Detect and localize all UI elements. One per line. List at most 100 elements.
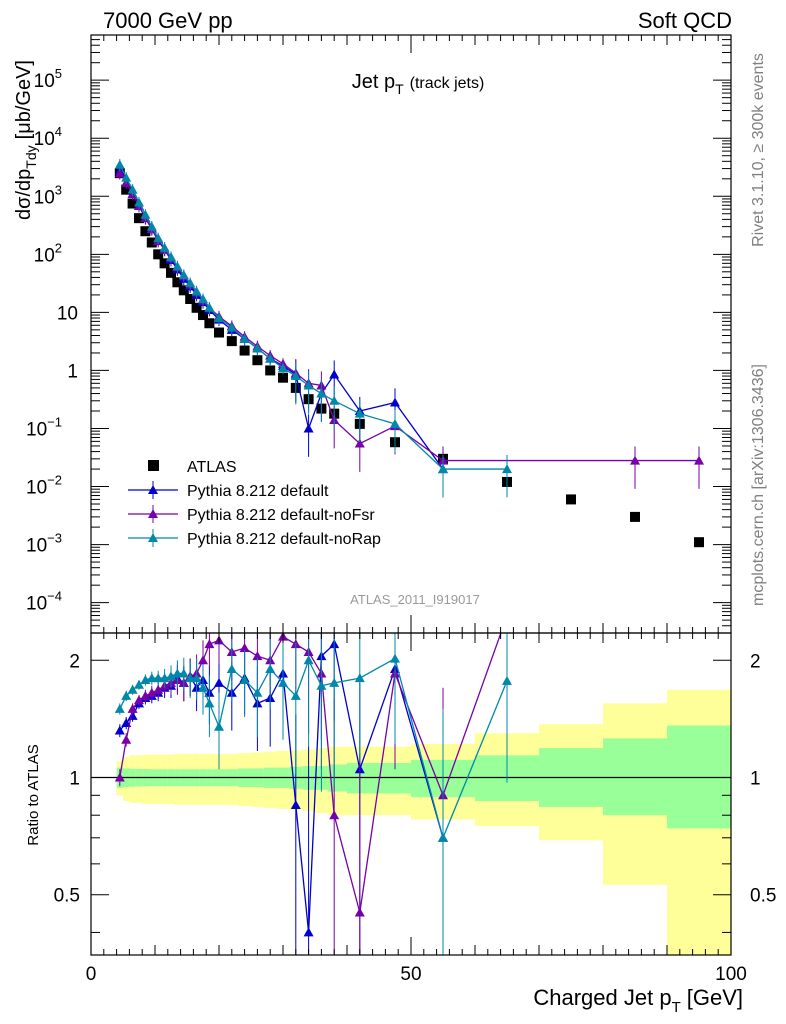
data-point [166,671,176,681]
data-point [166,251,176,261]
plot-title-note: (track jets) [410,75,485,92]
data-point [329,810,340,820]
data-point [303,927,314,937]
y-tick-label: 10−2 [26,473,62,499]
plot-title-main: Jet p [352,71,395,93]
legend-entry-1: Pythia 8.212 default [128,481,329,500]
data-point [316,388,327,398]
data-point [146,237,157,248]
legend-entry-2: Pythia 8.212 default-noFsr [128,505,375,524]
legend-entry-0: ATLAS [148,459,237,476]
data-point [390,653,400,663]
data-point [198,682,208,692]
y-tick-label: 105 [34,66,62,92]
legend-label: ATLAS [187,459,237,476]
data-point [166,267,176,278]
data-point [252,651,263,661]
data-point [153,673,164,683]
top-series-1 [114,164,448,498]
data-point [252,343,263,353]
data-point [354,408,365,418]
data-point [198,310,208,321]
data-point [178,668,189,678]
plot-title-sub: T [395,81,404,97]
data-point [278,677,288,687]
y-tick-base: 10 [57,303,78,324]
y-tick-exp: 2 [55,240,62,255]
legend-label: Pythia 8.212 default [187,483,329,500]
ratio-tick-label-right: 1 [750,768,761,789]
data-point [265,663,276,673]
x-axis-label-main: Charged Jet p [533,985,671,1010]
ratio-tick-label-right: 2 [750,651,761,672]
ratio-series-2 [114,633,512,955]
y-tick-base: 1 [67,361,78,382]
data-point [694,537,704,548]
data-point [140,690,151,700]
top-ylabel-main: dσ/dp [13,169,35,220]
y-tick-base: 10 [34,71,55,92]
data-point [290,799,301,809]
data-point [146,687,157,697]
data-point [239,333,250,343]
data-point [153,249,164,260]
data-point [127,684,138,694]
y-tick-exp: 5 [55,66,62,81]
data-point [140,209,151,219]
data-point [252,355,263,366]
y-tick-exp: −2 [47,473,62,488]
data-point [239,345,250,356]
legend-label: Pythia 8.212 default-noFsr [187,507,375,524]
band-inner-bin [603,738,667,816]
y-tick-exp: −4 [47,589,62,604]
data-point [354,438,365,448]
x-tick-label: 0 [86,964,97,985]
data-point [140,226,151,237]
top-ylabel-unit: [μb/GeV] [13,60,35,139]
data-point [278,372,288,383]
data-point [172,261,183,271]
data-point [127,710,138,720]
legend: ATLAS Pythia 8.212 default Pythia 8.212 de… [128,459,381,548]
legend-entry-3: Pythia 8.212 default-noRap [128,529,381,548]
legend-marker [148,460,159,471]
data-point [127,703,138,713]
y-tick-base: 10 [34,129,55,150]
data-point [114,772,125,782]
data-point [191,286,202,296]
y-tick-label: 104 [34,124,62,150]
data-point [153,233,164,243]
data-point [121,172,132,182]
data-point [191,302,202,313]
data-point [191,673,202,683]
data-point [121,734,132,744]
data-point [121,690,132,700]
data-point [114,159,125,169]
y-tick-label: 10 [57,303,78,324]
y-tick-exp: −1 [47,414,62,429]
y-tick-base: 10 [34,187,55,208]
data-point [134,197,144,207]
data-point [214,677,224,687]
data-point [185,673,196,683]
legend-marker [148,533,158,542]
y-tick-label: 10−3 [26,531,62,557]
top-series-2 [114,167,704,489]
data-point [252,687,263,697]
bottom-ylabel: Ratio to ATLAS [25,744,42,845]
data-point [239,674,250,684]
data-point [204,318,215,329]
y-tick-exp: −3 [47,531,62,546]
data-point [265,365,276,376]
data-point [204,302,215,312]
y-tick-exp: 3 [55,182,62,197]
data-point [153,684,164,694]
data-point [239,643,250,653]
data-point [390,397,400,407]
data-point [438,832,448,842]
x-tick-label: 100 [715,964,747,985]
x-axis-label: Charged Jet pT [GeV] [533,985,743,1016]
data-point [172,668,183,678]
data-point [214,313,224,323]
